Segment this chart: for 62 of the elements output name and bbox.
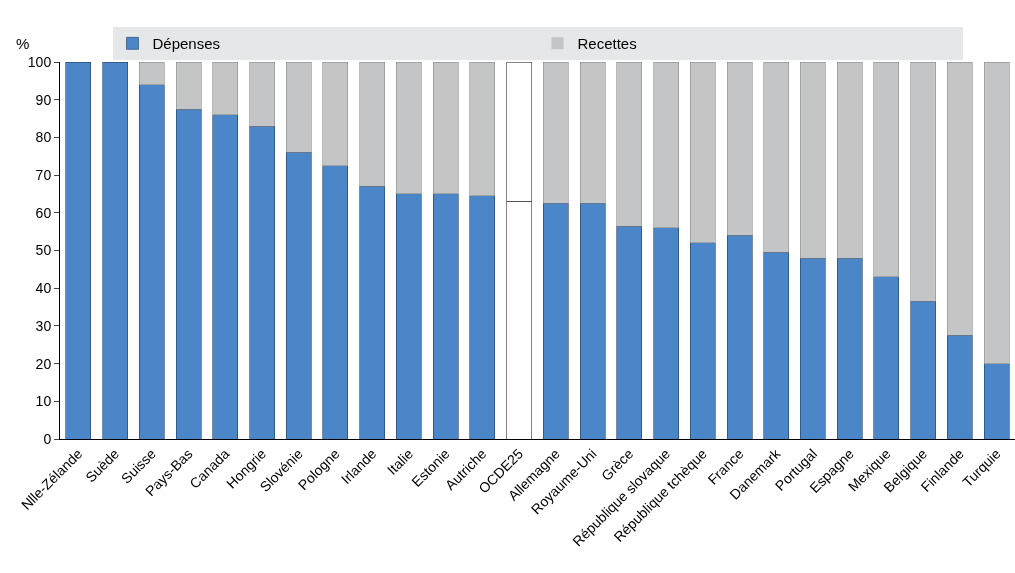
bar bbox=[947, 335, 973, 439]
bar bbox=[690, 62, 716, 244]
bar bbox=[65, 62, 92, 439]
bar bbox=[910, 301, 936, 439]
bar bbox=[359, 62, 385, 187]
bar bbox=[102, 62, 128, 439]
y-axis-title: % bbox=[16, 35, 30, 52]
legend-label: Dépenses bbox=[152, 35, 221, 53]
bar bbox=[396, 193, 422, 439]
y-tick-label: 20 bbox=[35, 355, 52, 372]
bar bbox=[469, 195, 496, 439]
y-tick-label: 0 bbox=[43, 430, 52, 447]
bar bbox=[139, 62, 165, 85]
y-tick-label: 50 bbox=[35, 242, 52, 259]
bar bbox=[983, 363, 1010, 439]
y-tick-label: 100 bbox=[27, 53, 52, 70]
bar bbox=[836, 257, 863, 439]
y-tick-label: 70 bbox=[35, 167, 52, 183]
bar bbox=[322, 62, 349, 166]
y-tick-label: 40 bbox=[35, 280, 52, 297]
bar bbox=[396, 62, 422, 195]
bar bbox=[432, 193, 459, 439]
bar bbox=[616, 225, 643, 439]
y-tick-label: 90 bbox=[35, 91, 52, 108]
bar bbox=[359, 186, 385, 439]
bar bbox=[322, 165, 349, 439]
y-tick-label: 80 bbox=[35, 129, 52, 146]
y-tick-label: 60 bbox=[35, 204, 52, 221]
bar bbox=[800, 257, 826, 439]
legend-label: Recettes bbox=[577, 35, 637, 53]
bar bbox=[469, 62, 496, 197]
bar bbox=[653, 227, 679, 439]
bar bbox=[175, 108, 202, 439]
bar bbox=[543, 203, 569, 439]
bar bbox=[947, 62, 973, 336]
bar bbox=[873, 276, 900, 439]
y-tick-label: 30 bbox=[35, 317, 52, 334]
bar bbox=[579, 62, 606, 204]
y-tick-label: 10 bbox=[35, 393, 52, 410]
bar bbox=[139, 84, 165, 439]
bar bbox=[432, 62, 459, 195]
bar bbox=[543, 62, 569, 204]
bar bbox=[690, 242, 716, 439]
bar bbox=[910, 62, 936, 302]
bar bbox=[763, 252, 790, 439]
bar bbox=[212, 114, 239, 439]
bar bbox=[249, 125, 275, 439]
bar bbox=[285, 62, 312, 153]
bar bbox=[983, 62, 1010, 364]
bar bbox=[800, 62, 826, 259]
bar bbox=[249, 62, 275, 127]
bar bbox=[873, 62, 900, 278]
bar bbox=[726, 62, 753, 236]
bar bbox=[763, 62, 790, 253]
bar bbox=[285, 152, 312, 439]
bar bbox=[616, 62, 643, 227]
bar bbox=[653, 62, 679, 229]
bar bbox=[726, 235, 753, 439]
bar bbox=[579, 203, 606, 439]
bar bbox=[175, 62, 202, 110]
bar bbox=[212, 62, 239, 116]
bar bbox=[836, 62, 863, 259]
